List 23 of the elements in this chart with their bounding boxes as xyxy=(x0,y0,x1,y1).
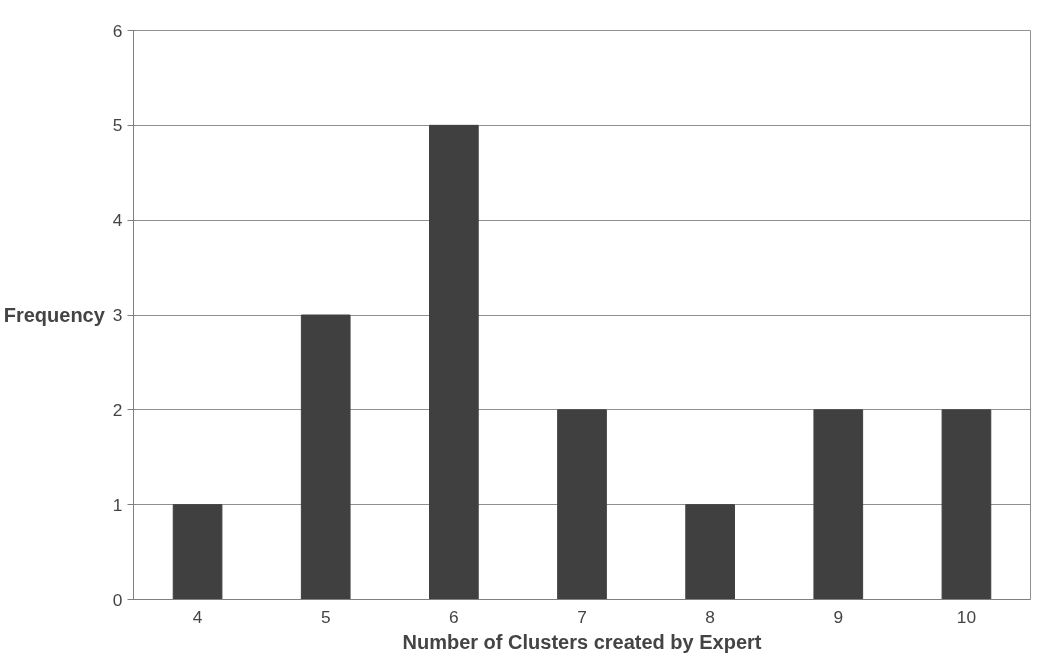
x-tick-label: 6 xyxy=(449,606,459,627)
y-tick-label: 5 xyxy=(112,115,123,136)
bar xyxy=(429,124,479,600)
x-tick-label: 4 xyxy=(192,606,203,627)
bar xyxy=(685,504,735,600)
bar xyxy=(172,504,223,600)
x-tick-label: 9 xyxy=(833,606,844,627)
y-axis-title: Frequency xyxy=(3,304,106,326)
y-tick-label: 1 xyxy=(112,494,123,515)
y-tick-label: 2 xyxy=(112,399,123,420)
y-tick-label: 4 xyxy=(112,210,123,231)
x-tick-label: 8 xyxy=(705,606,715,627)
bar xyxy=(557,409,607,600)
y-tick-label: 3 xyxy=(112,305,123,325)
y-tick-label: 6 xyxy=(112,20,123,41)
bar xyxy=(813,409,864,600)
y-tick-label: 0 xyxy=(112,589,123,610)
bar xyxy=(300,314,351,600)
bar xyxy=(941,409,992,600)
x-tick-label: 10 xyxy=(956,606,977,627)
x-tick-label: 7 xyxy=(577,606,587,627)
x-axis-title: Number of Clusters created by Expert xyxy=(402,630,762,653)
x-tick-label: 5 xyxy=(320,606,331,627)
